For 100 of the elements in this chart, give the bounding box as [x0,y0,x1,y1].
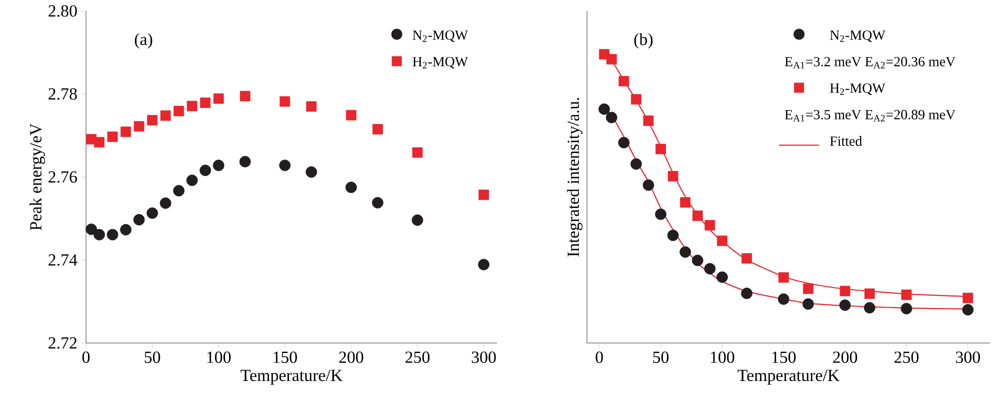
point [741,288,752,300]
point [200,164,212,176]
point [630,158,642,170]
point [962,304,974,316]
point [372,197,384,208]
legend-label: H$_{2}$-MQW [412,56,468,68]
point [864,288,875,299]
point [962,292,974,304]
point [280,96,290,107]
x-tick-label: 200 [339,352,364,363]
point [279,160,291,172]
point [655,208,666,220]
text: (a) [134,33,152,49]
point [306,166,318,178]
point [306,101,317,112]
legend-label: Fitted [830,136,862,146]
point [186,174,198,186]
point [668,170,678,182]
x-tick-label: 250 [406,352,430,363]
chart-title: (b) [634,33,653,49]
point [173,184,185,196]
annotation: E$_{A1}$=3.2 meV E$_{A2}$=20.36 meV [784,56,956,68]
point [174,106,184,116]
y-tick-label: 2.76 [48,171,77,183]
x-tick-label: 300 [956,352,980,363]
point [186,100,198,112]
point [840,286,850,296]
point [778,293,790,305]
legend-label: H$_{2}$-MQW [830,83,886,95]
point [86,224,98,235]
point [864,302,876,314]
point [160,197,172,209]
point [107,132,118,142]
y-axis-title: Integrated intensity/a.u. [567,98,582,257]
point [606,54,617,64]
x-axis-title: Temperature/K [738,370,840,385]
x-tick-label: 300 [472,352,496,363]
point [239,156,251,168]
y-tick-label: 2.80 [48,5,77,17]
point [146,207,158,219]
point [606,112,618,124]
x-tick-label: 100 [207,352,231,363]
y-axis-title: Peak energy/eV [30,123,45,230]
point [656,144,666,154]
point [94,136,104,148]
x-tick-label: 100 [710,352,734,363]
point [212,160,224,172]
point [412,147,423,158]
point [372,124,383,134]
point [802,298,814,310]
point [667,230,679,242]
legend-label: N$_{2}$-MQW [830,30,886,42]
point [213,93,224,104]
point [160,110,171,121]
x-tick-label: 200 [833,352,858,363]
x-tick-label: 50 [144,352,160,363]
point [716,236,728,246]
point [802,284,814,294]
point [346,110,356,120]
point [680,246,691,258]
point [618,136,630,148]
point [778,272,789,283]
point [742,253,752,264]
point [133,214,145,226]
y-tick-label: 2.78 [48,88,77,100]
y-tick-label: 2.74 [48,254,78,266]
x-tick-label: 250 [894,352,919,363]
point [680,197,690,208]
point [630,94,642,105]
y-tick-label: 2.72 [48,337,77,349]
point [120,224,132,236]
point [692,210,703,221]
point [618,76,630,86]
point [478,190,489,200]
point [839,299,851,311]
legend-label: N$_{2}$-MQW [412,30,468,42]
point [94,228,105,240]
point [642,179,654,191]
point [478,258,490,270]
point [716,271,728,283]
x-tick-label: 150 [274,352,297,363]
point [704,263,716,275]
point [106,228,118,240]
point [692,254,704,266]
x-tick-label: 0 [596,352,603,363]
x-tick-label: 50 [653,352,669,363]
point [412,214,424,226]
x-tick-label: 0 [82,352,90,363]
point [598,103,610,115]
point [200,98,211,108]
x-axis-title: Temperature/K [240,370,342,385]
point [147,114,158,126]
point [134,121,144,132]
annotation: E$_{A1}$=3.5 meV E$_{A2}$=20.89 meV [784,110,956,122]
point [120,126,131,137]
point [704,220,716,230]
point [643,116,654,126]
x-tick-label: 150 [772,352,796,363]
point [240,90,250,102]
point [345,182,357,194]
